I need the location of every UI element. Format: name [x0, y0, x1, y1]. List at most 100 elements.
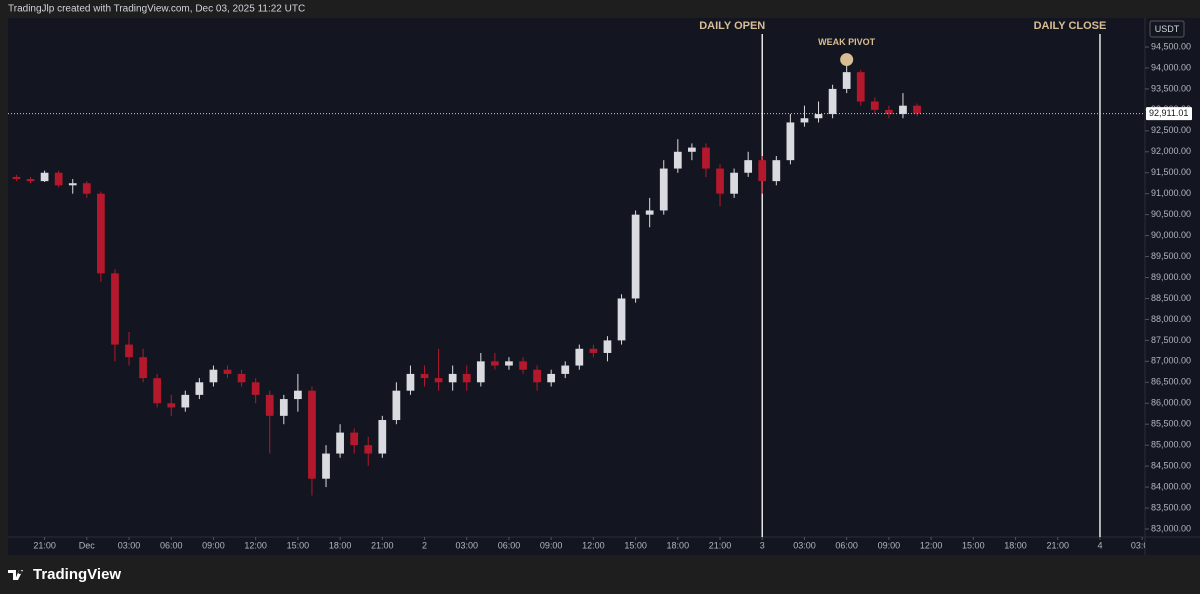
candle-body [758, 160, 767, 182]
y-tick-label: 86,000.00 [1151, 398, 1191, 408]
x-tick-label: 2 [422, 540, 427, 550]
candle-body [111, 273, 119, 345]
x-tick-label: 4 [1097, 540, 1102, 550]
candle-body [631, 214, 640, 299]
x-tick-label: 12:00 [920, 540, 943, 550]
x-tick-label: 21:00 [33, 540, 56, 550]
candle-body [842, 72, 851, 89]
candle-body [856, 72, 865, 102]
x-tick-label: 06:00 [835, 540, 858, 550]
logo-mark [8, 570, 23, 580]
y-tick-label: 87,000.00 [1151, 356, 1191, 366]
x-tick-label: 09:00 [878, 540, 901, 550]
price-axis [1145, 18, 1200, 555]
candle-body [153, 378, 162, 404]
candle-body [364, 445, 373, 454]
candle-body [139, 357, 147, 379]
session-label: DAILY OPEN [699, 20, 765, 32]
y-tick-label: 90,500.00 [1151, 209, 1191, 219]
candle-body [716, 168, 724, 194]
y-tick-label: 83,500.00 [1151, 502, 1191, 512]
candle-body [659, 168, 668, 211]
candle-body [420, 373, 429, 379]
candle-body [617, 298, 626, 341]
candle-body [195, 382, 204, 395]
candle-body [448, 373, 457, 383]
y-tick-label: 88,000.00 [1151, 314, 1191, 324]
candle-body [322, 453, 330, 479]
plot [12, 34, 1101, 537]
candle-body [209, 369, 218, 383]
x-tick-label: 09:00 [540, 540, 563, 550]
candle-body [54, 172, 63, 186]
x-tick-label: 15:00 [624, 540, 647, 550]
candle-body [800, 118, 809, 123]
logo: TradingView [8, 566, 121, 583]
y-tick-label: 91,500.00 [1151, 167, 1191, 177]
candle-body [673, 151, 682, 169]
candle-body [603, 340, 612, 353]
candle-body [251, 382, 260, 395]
candle-body [913, 105, 921, 114]
y-tick-label: 94,500.00 [1151, 41, 1191, 51]
x-tick-label: 12:00 [582, 540, 605, 550]
y-tick-label: 89,500.00 [1151, 251, 1191, 261]
y-tick-label: 92,000.00 [1151, 146, 1191, 156]
candle-body [406, 373, 415, 391]
candle-body [12, 176, 21, 180]
y-tick-label: 86,500.00 [1151, 377, 1191, 387]
candle-body [786, 122, 795, 161]
candle-body [336, 432, 344, 454]
candle-body [491, 361, 499, 366]
candle-body [68, 183, 77, 186]
y-tick-label: 87,500.00 [1151, 335, 1191, 345]
last-price-box [1146, 107, 1192, 121]
candle-body [519, 361, 527, 370]
y-tick-label: 84,000.00 [1151, 481, 1191, 491]
x-tick-label: 09:00 [202, 540, 225, 550]
candle-body [223, 369, 232, 374]
candle-body [392, 390, 401, 421]
x-tick-label: 03:00 [793, 540, 816, 550]
candle-body [561, 365, 570, 374]
y-tick-label: 85,000.00 [1151, 440, 1191, 450]
candle-body [885, 109, 893, 115]
x-tick-label: 18:00 [1004, 540, 1027, 550]
candle-body [589, 348, 598, 353]
candle-body [476, 361, 485, 383]
candle-body [547, 373, 556, 383]
x-tick-label: 21:00 [371, 540, 394, 550]
currency-box [1149, 20, 1185, 38]
candle-body [181, 394, 190, 408]
x-tick-label: 3 [760, 540, 765, 550]
y-tick-label: 93,500.00 [1151, 83, 1191, 93]
candle-body [279, 399, 288, 416]
candle-body [533, 369, 541, 383]
candle-body [97, 193, 105, 274]
candle-body [308, 390, 316, 479]
candle-body [265, 394, 274, 416]
x-tick-label: 03:00 [118, 540, 141, 550]
candle-body [505, 361, 513, 366]
x-tick-label: 18:00 [667, 540, 690, 550]
pane [8, 18, 1145, 555]
candle-body [744, 160, 753, 173]
candle-body [702, 147, 710, 169]
x-tick-label: 21:00 [1046, 540, 1069, 550]
candle-body [237, 373, 246, 383]
candle-body [688, 147, 696, 152]
candle-body [814, 114, 823, 119]
x-tick-label: 03:00 [455, 540, 478, 550]
candle-body [828, 88, 837, 115]
x-tick-label: 06:00 [498, 540, 521, 550]
candle-body [26, 179, 35, 182]
x-tick-label: 15:00 [962, 540, 985, 550]
currency: USDT [1155, 24, 1180, 34]
header: TradingJlp created with TradingView.com,… [8, 4, 305, 15]
x-tick-label: 18:00 [329, 540, 352, 550]
x-tick-label: Dec [79, 540, 96, 550]
brand: TradingView [33, 566, 121, 583]
candle-body [294, 390, 302, 400]
y-tick-label: 89,000.00 [1151, 272, 1191, 282]
